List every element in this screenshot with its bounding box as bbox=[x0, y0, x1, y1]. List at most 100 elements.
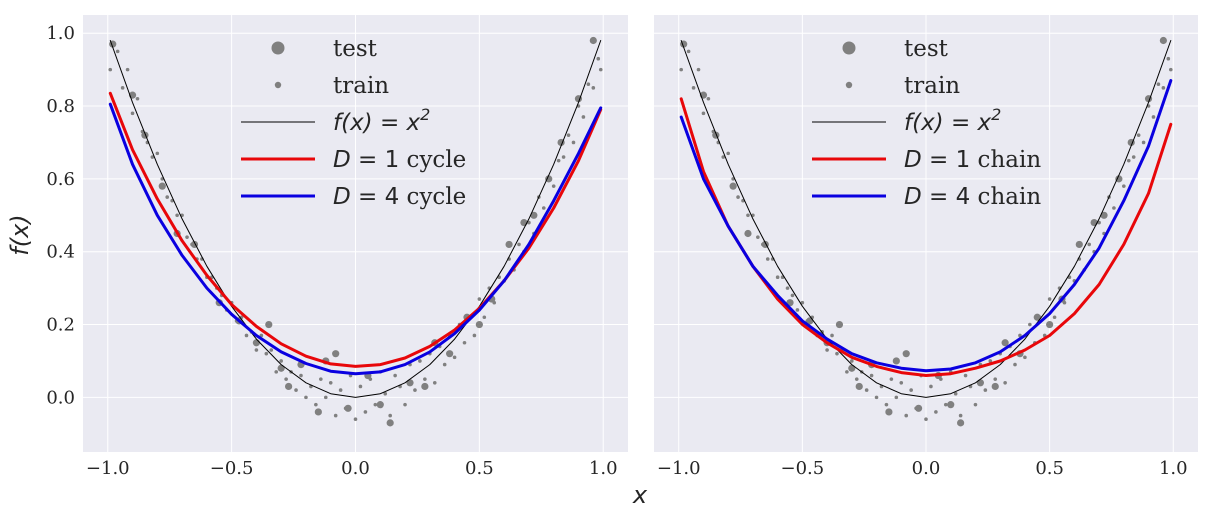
train-point bbox=[269, 348, 274, 352]
train-point bbox=[909, 388, 913, 392]
train-point bbox=[259, 333, 264, 338]
train-point bbox=[825, 348, 829, 352]
train-point bbox=[1166, 56, 1171, 61]
train-point bbox=[175, 213, 179, 218]
legend-marker-test bbox=[271, 41, 285, 55]
train-point bbox=[254, 348, 259, 352]
train-point bbox=[403, 402, 407, 407]
legend-label: f(x) = x2 bbox=[904, 105, 1001, 136]
test-point bbox=[1159, 36, 1167, 45]
train-point bbox=[314, 402, 318, 407]
train-point bbox=[993, 377, 998, 381]
series-line bbox=[680, 40, 1172, 398]
train-point bbox=[924, 417, 928, 422]
test-point bbox=[530, 211, 538, 219]
test-point bbox=[589, 36, 597, 45]
train-point bbox=[1122, 184, 1126, 188]
train-point bbox=[150, 155, 155, 159]
train-point bbox=[790, 293, 795, 298]
test-point bbox=[947, 401, 955, 409]
train-point bbox=[130, 111, 135, 116]
test-point bbox=[265, 320, 273, 329]
train-point bbox=[934, 410, 938, 414]
x-axis-label: x bbox=[632, 481, 648, 509]
train-point bbox=[864, 388, 869, 392]
series-line bbox=[108, 102, 603, 376]
train-point bbox=[299, 373, 303, 378]
y-tick-label: 0.0 bbox=[46, 387, 75, 408]
test-point bbox=[158, 182, 166, 190]
test-point bbox=[252, 339, 261, 347]
chart-right-chain: −1.0 −0.5 0.0 0.5 1.0 test train f(x) = x2 D = 1… bbox=[654, 15, 1198, 479]
legend-marker-train bbox=[845, 81, 853, 89]
train-point bbox=[884, 402, 889, 407]
test-point bbox=[892, 357, 900, 365]
test-point bbox=[314, 408, 322, 416]
train-point bbox=[279, 359, 283, 363]
test-point bbox=[446, 350, 454, 358]
x-tick-label: 0.5 bbox=[465, 458, 494, 479]
train-point bbox=[561, 155, 566, 159]
train-point bbox=[586, 82, 591, 86]
test-point bbox=[835, 320, 844, 329]
x-tick-label: 1.0 bbox=[1159, 458, 1188, 479]
legend-label: f(x) = x2 bbox=[333, 105, 430, 136]
train-point bbox=[963, 373, 968, 378]
y-axis-label: f(x) bbox=[6, 214, 34, 255]
train-point bbox=[452, 355, 457, 360]
train-point bbox=[1161, 86, 1166, 90]
train-point bbox=[835, 351, 839, 356]
train-point bbox=[108, 67, 113, 72]
legend-label: test bbox=[333, 36, 378, 62]
train-point bbox=[904, 413, 909, 418]
train-point bbox=[244, 333, 249, 338]
train-point bbox=[373, 402, 378, 407]
y-tick-label: 0.6 bbox=[46, 169, 75, 190]
legend-marker-train bbox=[274, 81, 282, 89]
legend-label: train bbox=[904, 73, 960, 99]
test-point bbox=[376, 401, 384, 409]
test-point bbox=[957, 419, 965, 427]
train-point bbox=[691, 86, 696, 90]
train-point bbox=[1156, 82, 1161, 86]
legend-label: D = 1 chain bbox=[904, 147, 1041, 173]
train-point bbox=[338, 388, 343, 392]
train-point bbox=[328, 381, 333, 385]
test-point bbox=[914, 404, 923, 412]
train-point bbox=[413, 388, 417, 392]
test-point bbox=[1115, 175, 1123, 183]
test-point bbox=[902, 350, 910, 358]
train-point bbox=[482, 315, 487, 320]
train-point bbox=[983, 388, 988, 392]
train-point bbox=[746, 213, 750, 218]
train-point bbox=[598, 67, 603, 72]
train-point bbox=[125, 67, 130, 72]
train-point bbox=[596, 56, 601, 61]
train-point bbox=[701, 111, 706, 116]
train-point bbox=[274, 370, 279, 374]
train-point bbox=[795, 308, 800, 312]
test-point bbox=[1075, 240, 1083, 249]
train-point bbox=[388, 413, 392, 418]
train-point bbox=[135, 96, 140, 101]
train-point bbox=[1112, 206, 1116, 210]
train-point bbox=[869, 373, 874, 378]
y-tick-label: 0.2 bbox=[46, 315, 75, 336]
legend-label: D = 1 cycle bbox=[333, 147, 466, 173]
x-tick-label: −1.0 bbox=[86, 458, 130, 479]
x-tick-label: −1.0 bbox=[657, 458, 701, 479]
train-point bbox=[899, 381, 904, 385]
train-point bbox=[830, 333, 834, 338]
train-point bbox=[874, 395, 879, 400]
train-point bbox=[541, 206, 546, 210]
train-point bbox=[958, 413, 963, 418]
train-point bbox=[462, 340, 467, 345]
legend-label: test bbox=[904, 36, 949, 62]
test-point bbox=[1100, 211, 1108, 219]
train-point bbox=[477, 297, 482, 301]
test-point bbox=[885, 408, 893, 416]
train-point bbox=[1131, 155, 1136, 159]
train-point bbox=[686, 49, 691, 54]
legend-marker-test bbox=[842, 41, 856, 55]
